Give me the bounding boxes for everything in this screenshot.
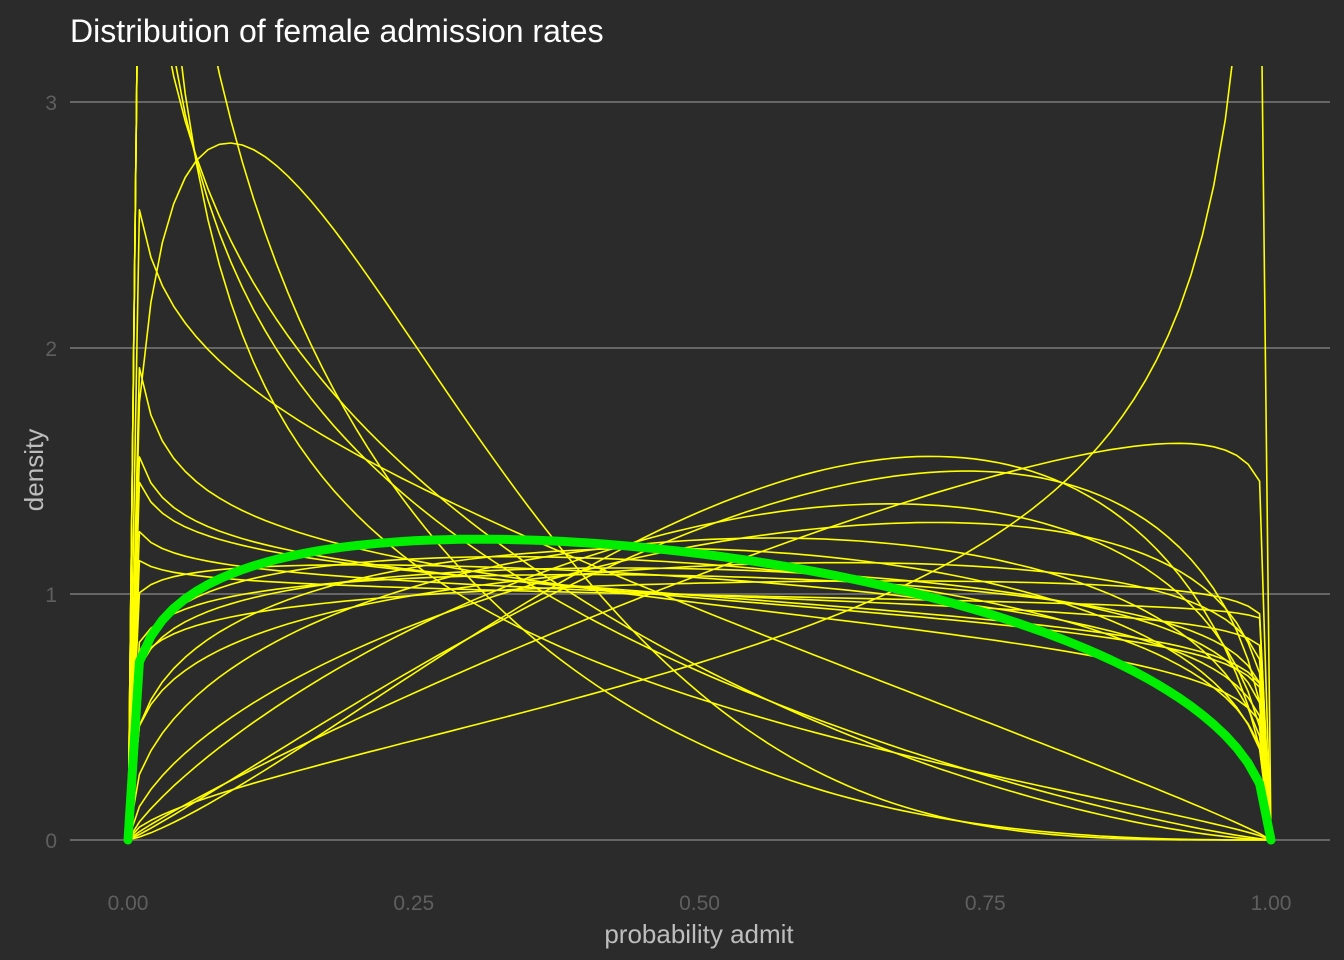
y-tick-label: 2 (45, 338, 57, 361)
y-axis-title: density (19, 429, 49, 511)
sample-density-line (127, 442, 1272, 841)
gridlines (70, 101, 1330, 841)
sample-density-line (127, 580, 1272, 841)
series-layer (123, 66, 1276, 845)
sample-density-line (127, 567, 1272, 841)
x-tick-label: 0.25 (393, 892, 434, 915)
x-tick-label: 0.50 (679, 892, 720, 915)
sample-density-line (127, 537, 1272, 841)
sample-density-line (127, 66, 1272, 841)
sample-density-line (127, 456, 1272, 841)
x-tick-label: 1.00 (1251, 892, 1292, 915)
sample-density-line (127, 367, 1272, 841)
sample-density-line (127, 470, 1272, 841)
sample-density-line (127, 555, 1272, 841)
y-tick-label: 0 (45, 830, 57, 853)
sample-density-line (127, 66, 1272, 841)
x-axis-title: probability admit (604, 919, 794, 949)
sample-density-line (127, 142, 1272, 841)
x-tick-labels: 0.00 0.25 0.50 0.75 1.00 (108, 892, 1292, 915)
sample-density-line (127, 66, 1272, 841)
y-tick-labels: 0 1 2 3 (45, 92, 57, 853)
sample-density-line (127, 209, 1272, 841)
y-tick-label: 1 (45, 584, 57, 607)
x-tick-label: 0.75 (965, 892, 1006, 915)
x-tick-label: 0.00 (108, 892, 149, 915)
sample-density-line (127, 66, 1272, 841)
mean-density-line (123, 534, 1276, 845)
sample-density-line (127, 564, 1272, 841)
y-tick-label: 3 (45, 92, 57, 115)
sample-density-line (127, 455, 1272, 841)
chart-title: Distribution of female admission rates (70, 13, 604, 49)
sample-density-line (127, 561, 1272, 841)
sample-density-line (127, 503, 1272, 841)
sample-density-line (127, 547, 1272, 841)
sample-density-line (127, 66, 1272, 841)
